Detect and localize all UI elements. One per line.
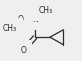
Text: N: N [32,15,38,24]
Text: O: O [17,15,23,24]
Text: CH₃: CH₃ [3,24,17,33]
Text: CH₃: CH₃ [38,6,53,15]
Text: O: O [20,46,26,55]
